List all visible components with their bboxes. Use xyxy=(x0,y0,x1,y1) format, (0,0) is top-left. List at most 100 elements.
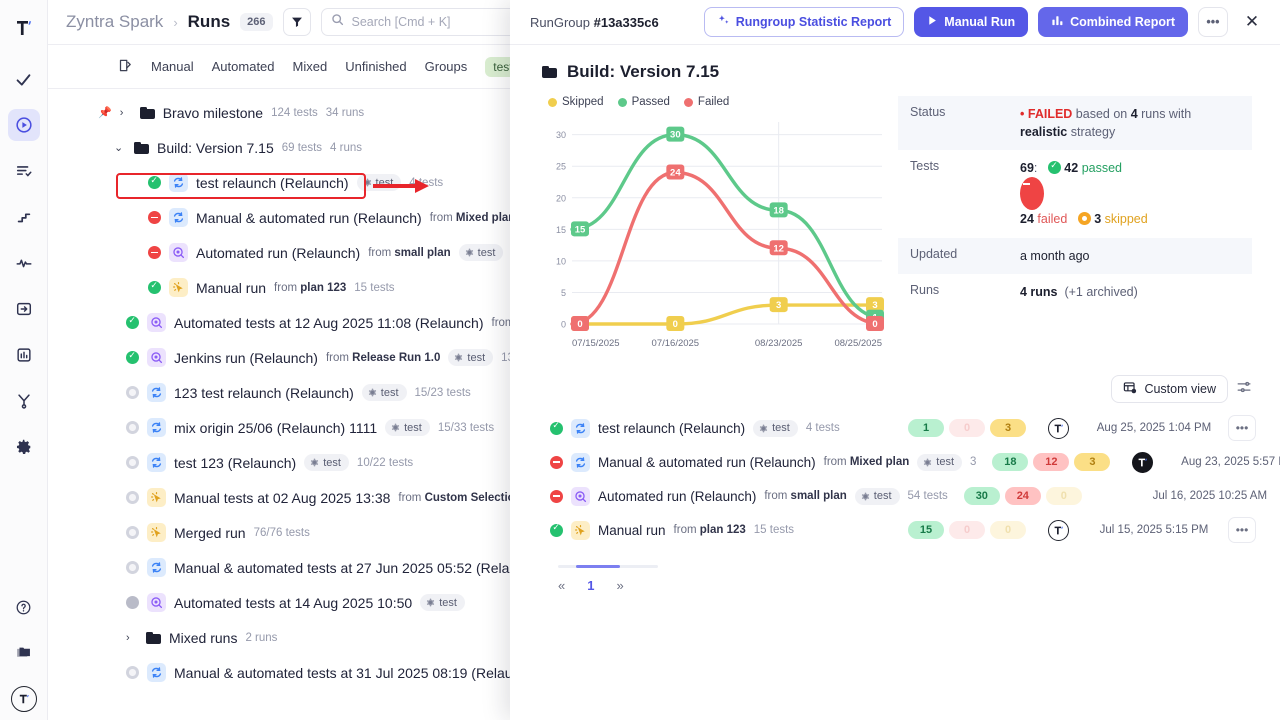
test-chip[interactable]: test xyxy=(385,419,430,436)
more-options-button[interactable]: ••• xyxy=(1198,7,1228,37)
test-chip[interactable]: test xyxy=(420,594,465,611)
tree-run-row[interactable]: Manual run from plan 123 15 tests xyxy=(48,270,1280,305)
question-circle-icon[interactable] xyxy=(8,591,40,623)
test-chip[interactable]: test xyxy=(361,384,407,401)
test-chip[interactable]: test xyxy=(304,454,349,471)
pagination-page-1[interactable]: 1 xyxy=(587,578,595,593)
sliders-icon[interactable] xyxy=(1236,379,1252,400)
expand-caret[interactable]: › xyxy=(119,106,124,119)
folder-icon[interactable] xyxy=(8,637,40,669)
sidebar-item-test-plans[interactable] xyxy=(8,155,40,187)
status-ok-icon xyxy=(126,350,139,364)
play-icon xyxy=(927,15,938,29)
tree-folder-row[interactable]: › Mixed runs 2 runs xyxy=(48,620,1280,655)
combined-report-button[interactable]: Combined Report xyxy=(1038,7,1188,37)
tree-folder-row[interactable]: 📌 › Bravo milestone 124 tests 34 runs xyxy=(48,95,1280,130)
avatar[interactable] xyxy=(1131,451,1153,473)
tab-unfinished[interactable]: Unfinished xyxy=(345,59,407,74)
run-date: Jul 16, 2025 10:25 AM xyxy=(1152,489,1268,502)
skipped-icon xyxy=(1077,212,1091,226)
rungroup-drawer: RunGroup #13a335c6 Rungroup Statistic Re… xyxy=(510,0,1280,720)
app-logo-icon[interactable] xyxy=(4,8,44,48)
runs-horizontal-scrollbar[interactable] xyxy=(558,565,658,568)
tree-run-row[interactable]: Automated tests at 14 Aug 2025 10:50 test xyxy=(48,585,1280,620)
sidebar-item-reports[interactable] xyxy=(8,339,40,371)
pagination-next[interactable]: » xyxy=(616,578,624,593)
legend-item-passed: Passed xyxy=(617,96,670,108)
run-row[interactable]: Automated run (Relaunch) from small plan t… xyxy=(510,479,1280,513)
failed-icon xyxy=(1020,177,1044,211)
row-more-button[interactable]: ••• xyxy=(1228,415,1256,441)
test-chip[interactable]: test xyxy=(448,349,494,366)
rungroup-statistic-report-button[interactable]: Rungroup Statistic Report xyxy=(703,7,905,37)
sidebar-item-runs[interactable] xyxy=(7,109,40,141)
sidebar-item-checks[interactable] xyxy=(8,63,40,95)
arrow-annotation xyxy=(373,179,429,193)
status-ok-icon xyxy=(550,522,563,537)
status-ok-icon xyxy=(550,420,563,435)
tab-mixed[interactable]: Mixed xyxy=(292,59,328,74)
info-value-status: • FAILED based on 4 runs with realistic … xyxy=(1020,107,1192,140)
expand-caret[interactable]: › xyxy=(126,631,130,644)
run-title: test 123 (Relaunch) xyxy=(174,454,297,471)
run-meta: 124 tests xyxy=(271,106,318,119)
rail-bottom-group xyxy=(8,584,40,720)
tree-run-row[interactable]: Merged run 76/76 tests xyxy=(48,515,1280,550)
tab-groups[interactable]: Groups xyxy=(424,59,468,74)
badge-skipped: 3 xyxy=(990,419,1026,437)
run-date: Aug 23, 2025 5:57 PM xyxy=(1181,455,1280,468)
avatar[interactable] xyxy=(1047,417,1069,439)
test-chip[interactable]: test xyxy=(854,487,900,505)
tree-run-row[interactable]: 123 test relaunch (Relaunch) test 15/23 te… xyxy=(48,375,1280,410)
pin-icon[interactable]: 📌 xyxy=(98,107,112,119)
tab-automated[interactable]: Automated xyxy=(211,59,275,74)
automated-icon xyxy=(147,593,166,612)
run-source: from plan 123 xyxy=(274,281,347,294)
svg-text:3: 3 xyxy=(872,300,877,311)
automated-icon xyxy=(169,243,188,262)
custom-view-button[interactable]: Custom view xyxy=(1111,375,1228,403)
custom-view-label: Custom view xyxy=(1144,382,1216,396)
sidebar-item-import[interactable] xyxy=(8,293,40,325)
svg-text:18: 18 xyxy=(773,205,784,216)
sidebar-item-activity[interactable] xyxy=(8,247,40,279)
run-row[interactable]: test relaunch (Relaunch) test 4 tests 103 Au… xyxy=(510,411,1280,445)
run-title: 123 test relaunch (Relaunch) xyxy=(174,384,354,401)
sidebar-item-integrations[interactable] xyxy=(8,385,40,417)
tree-run-row[interactable]: mix origin 25/06 (Relaunch) 1111 test 15/3… xyxy=(48,410,1280,445)
automated-icon xyxy=(571,486,590,506)
test-chip[interactable]: test xyxy=(917,453,962,471)
svg-text:07/16/2025: 07/16/2025 xyxy=(652,338,700,349)
avatar[interactable] xyxy=(10,686,37,712)
manual-run-button[interactable]: Manual Run xyxy=(914,7,1029,37)
tree-run-row[interactable]: test 123 (Relaunch) test 10/22 tests xyxy=(48,445,1280,480)
avatar[interactable] xyxy=(1047,519,1069,541)
relaunch-icon xyxy=(147,453,166,472)
sparkle-icon xyxy=(717,14,730,30)
board-icon[interactable] xyxy=(118,58,133,76)
expand-caret[interactable]: ⌄ xyxy=(114,142,124,154)
automated-icon xyxy=(147,313,166,332)
sidebar-item-steps[interactable] xyxy=(8,201,40,233)
test-chip[interactable]: test xyxy=(753,419,798,437)
run-source: from Release Run 1.0 xyxy=(325,351,441,364)
test-chip[interactable]: test xyxy=(458,244,504,261)
filter-icon[interactable] xyxy=(282,8,311,36)
run-meta: 4 runs xyxy=(330,141,362,154)
folder-title: Bravo milestone xyxy=(162,104,264,121)
badge-skipped: 0 xyxy=(1045,487,1082,505)
avatar-slot xyxy=(1036,519,1080,541)
drawer-close-icon[interactable]: ✕ xyxy=(1244,12,1260,31)
summary-panels: Skipped Passed Failed 051015202530003315… xyxy=(510,82,1280,363)
breadcrumb-root[interactable]: Zyntra Spark xyxy=(66,12,164,31)
run-row[interactable]: Manual & automated run (Relaunch) from Mi… xyxy=(510,445,1280,479)
row-more-button[interactable]: ••• xyxy=(1228,517,1256,543)
tree-folder-row[interactable]: ⌄ Build: Version 7.15 69 tests 4 runs xyxy=(48,130,1280,165)
tab-manual[interactable]: Manual xyxy=(151,59,194,74)
sidebar-item-settings[interactable] xyxy=(8,431,40,463)
status-idle-icon xyxy=(126,526,139,539)
relaunch-icon xyxy=(571,452,590,472)
pagination-prev[interactable]: « xyxy=(558,578,566,593)
